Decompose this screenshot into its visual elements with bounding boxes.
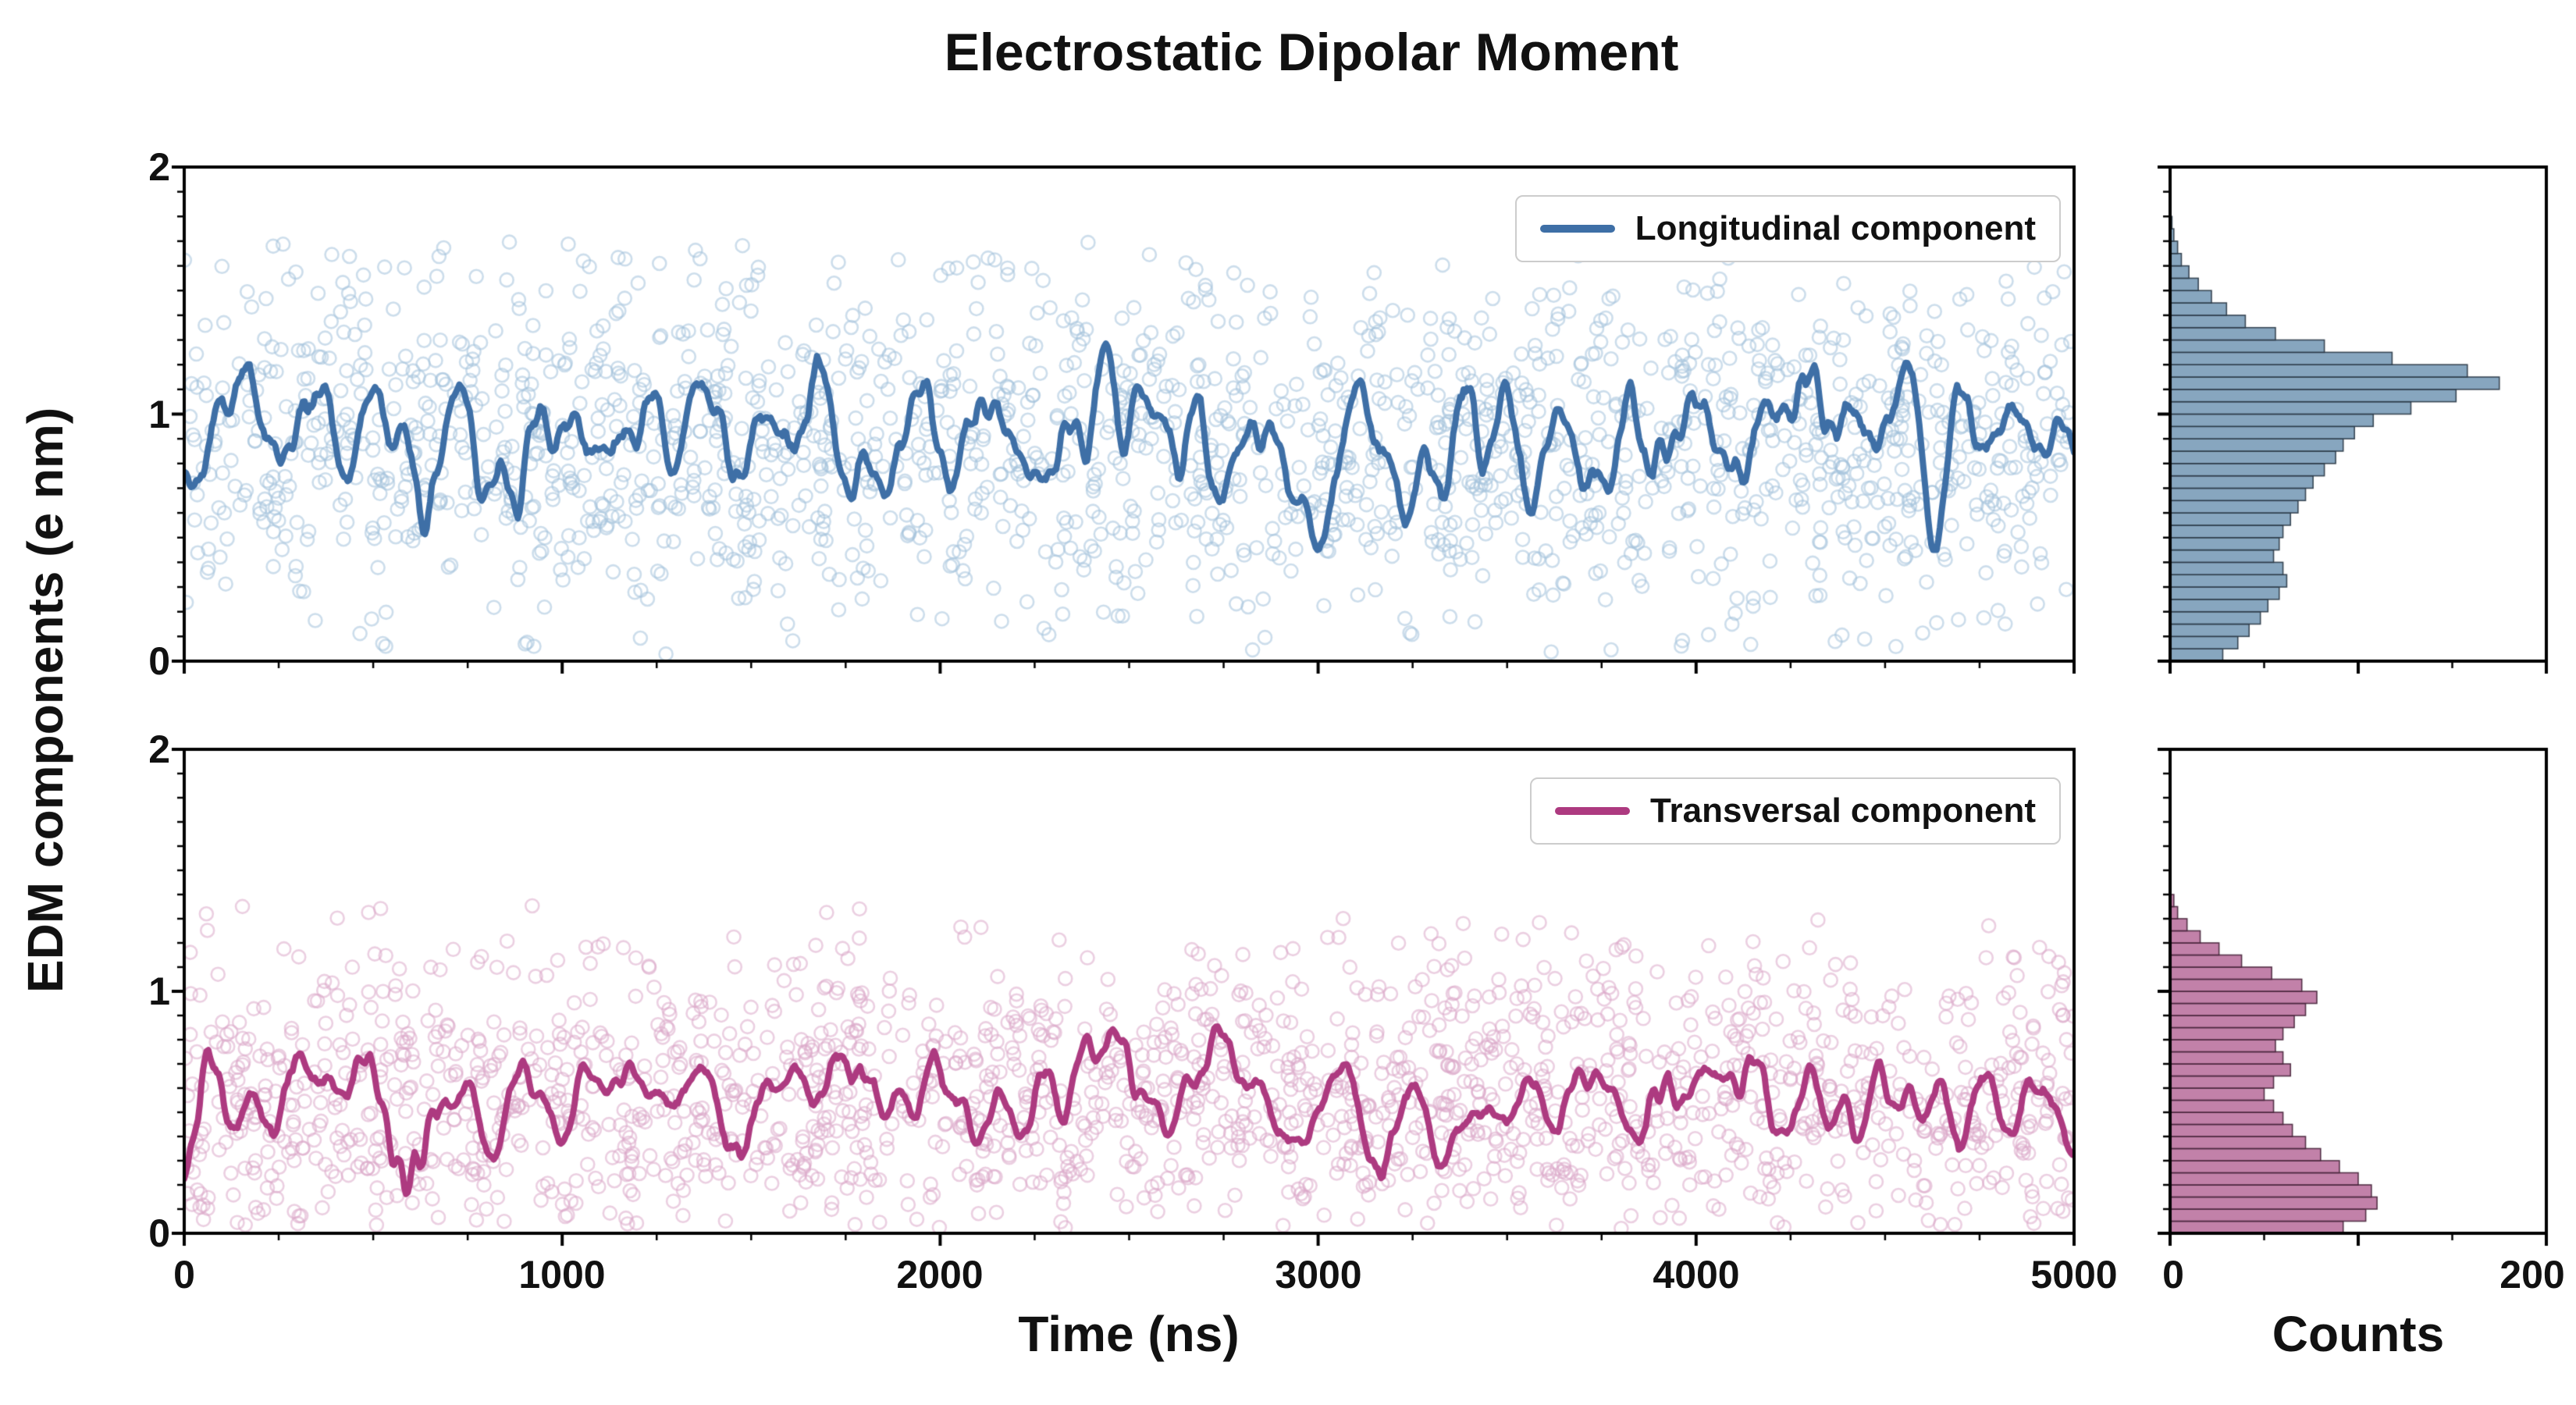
x-tick-0: 0 bbox=[173, 1253, 195, 1297]
hist-x-tick-0: 0 bbox=[2162, 1253, 2184, 1297]
x-axis-label: Time (ns) bbox=[1018, 1306, 1240, 1362]
y-tick-top-1: 1 bbox=[148, 393, 170, 436]
transversal-line-swatch bbox=[1555, 807, 1631, 815]
y-tick-top-2: 2 bbox=[148, 145, 170, 189]
y-tick-bot-0: 0 bbox=[148, 1211, 170, 1255]
x-tick-4000: 4000 bbox=[1653, 1253, 1740, 1297]
legend-label-longitudinal: Longitudinal component bbox=[1635, 209, 2036, 247]
chart-title: Electrostatic Dipolar Moment bbox=[944, 23, 1679, 82]
legend-longitudinal: Longitudinal component bbox=[1514, 195, 2061, 262]
y-tick-bot-2: 2 bbox=[148, 727, 170, 771]
x-tick-5000: 5000 bbox=[2030, 1253, 2118, 1297]
x-tick-2000: 2000 bbox=[896, 1253, 984, 1297]
hist-x-tick-200: 200 bbox=[2500, 1253, 2565, 1297]
legend-transversal: Transversal component bbox=[1530, 777, 2061, 845]
hist-x-axis-label: Counts bbox=[2272, 1306, 2445, 1362]
longitudinal-line-swatch bbox=[1539, 225, 1615, 233]
y-tick-top-0: 0 bbox=[148, 639, 170, 683]
x-tick-1000: 1000 bbox=[518, 1253, 606, 1297]
x-tick-3000: 3000 bbox=[1275, 1253, 1362, 1297]
y-axis-label: EDM components (e nm) bbox=[17, 407, 73, 994]
y-tick-bot-1: 1 bbox=[148, 969, 170, 1013]
legend-label-transversal: Transversal component bbox=[1650, 791, 2036, 830]
